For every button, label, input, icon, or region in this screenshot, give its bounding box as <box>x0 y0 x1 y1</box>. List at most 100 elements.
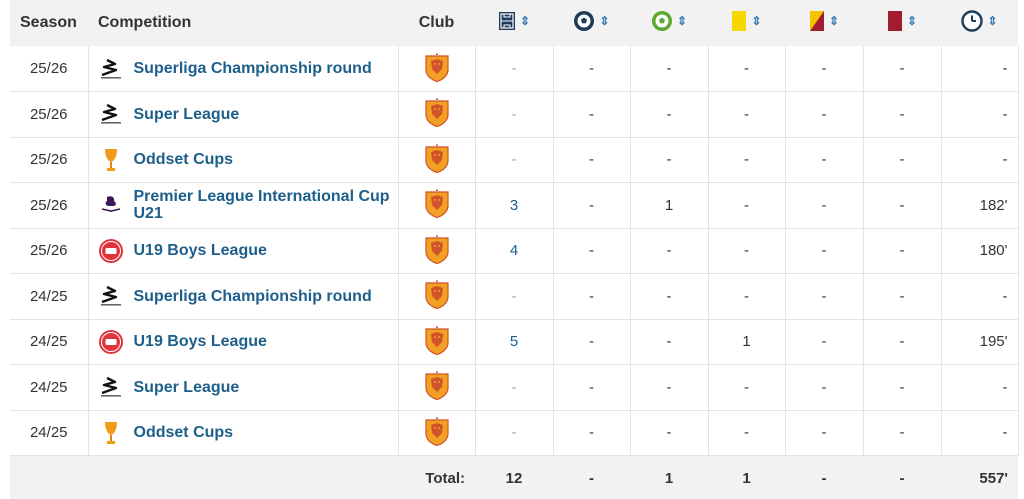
sort-icon: ⇕ <box>906 13 918 28</box>
table-row: 25/26 Superliga Championship round - - - - - -… <box>10 46 1019 92</box>
competition-cell: Oddset Cups <box>88 137 399 183</box>
competition-cell: U19 Boys League <box>88 319 399 365</box>
club-cell <box>398 182 476 229</box>
appearances-cell[interactable]: 3 <box>475 182 554 229</box>
club-crest-icon[interactable] <box>424 416 450 450</box>
yellow-cards-header[interactable]: ⇕ <box>708 0 785 46</box>
minutes-header[interactable]: ⇕ <box>941 0 1018 46</box>
competition-cell: Super League <box>88 364 399 411</box>
appearances-cell: - <box>475 46 554 92</box>
club-crest-icon[interactable] <box>424 234 450 268</box>
club-crest-icon[interactable] <box>424 52 450 86</box>
table-row: 25/26 Oddset Cups - - - - - - - <box>10 137 1019 183</box>
competition-link[interactable]: Superliga Championship round <box>133 287 372 305</box>
table-row: 24/25 Oddset Cups - - - - - - - <box>10 410 1019 456</box>
club-cell <box>398 91 476 138</box>
assists-cell: - <box>630 91 709 138</box>
minutes-cell: 182' <box>941 182 1019 229</box>
club-crest-icon[interactable] <box>424 279 450 313</box>
competition-link[interactable]: Premier League International Cup U21 <box>133 188 390 223</box>
second-yellow-header[interactable]: ⇕ <box>785 0 863 46</box>
assists-cell: - <box>630 273 709 320</box>
dbu-logo[interactable] <box>97 237 125 265</box>
second-yellow-cell: - <box>785 364 864 411</box>
table-row: 25/26 Super League - - - - - - - <box>10 91 1019 138</box>
assists-cell: 1 <box>630 182 709 229</box>
assists-header[interactable]: ⇕ <box>630 0 708 46</box>
cup-logo[interactable] <box>97 419 125 447</box>
competition-link[interactable]: Oddset Cups <box>133 151 234 169</box>
season-cell: 25/26 <box>10 182 89 229</box>
second-yellow-cell: - <box>785 137 864 183</box>
minutes-cell: 180' <box>941 228 1019 274</box>
club-crest-icon[interactable] <box>424 325 450 359</box>
dbu-logo[interactable] <box>97 328 125 356</box>
club-header: Club <box>398 0 475 46</box>
minutes-cell: - <box>941 91 1019 138</box>
red-cards-header[interactable]: ⇕ <box>863 0 941 46</box>
table-row: 24/25 Superliga Championship round - - - - - -… <box>10 273 1019 320</box>
goals-cell: - <box>553 228 631 274</box>
total-yellow-cards: 1 <box>708 455 785 499</box>
competition-link[interactable]: Superliga Championship round <box>133 60 372 77</box>
competition-cell: U19 Boys League <box>88 228 399 274</box>
sort-icon: ⇕ <box>599 13 610 28</box>
club-crest-icon[interactable] <box>424 188 450 222</box>
competition-cell: Oddset Cups <box>88 410 399 456</box>
goals-cell: - <box>553 91 631 138</box>
appearances-cell: - <box>475 273 554 320</box>
yellow-cards-cell: - <box>708 228 786 274</box>
goals-cell: - <box>553 273 631 320</box>
competition-header[interactable]: Competition <box>88 0 398 46</box>
red-cards-cell: - <box>863 364 942 411</box>
superliga-logo[interactable] <box>97 100 125 128</box>
header-row: Season Competition Club ⇕ ⇕ ⇕ ⇕ ⇕ <box>10 0 1018 46</box>
season-cell: 24/25 <box>10 319 89 365</box>
superliga-logo[interactable] <box>97 55 125 83</box>
sort-icon: ⇕ <box>828 13 840 28</box>
superliga-logo[interactable] <box>97 282 125 310</box>
superliga-logo[interactable] <box>97 373 125 401</box>
table-row: 24/25 U19 Boys League 5- -1- -195' <box>10 319 1019 365</box>
premier-league-logo[interactable] <box>97 191 125 219</box>
minutes-cell: - <box>941 137 1019 183</box>
second-yellow-icon <box>809 10 824 31</box>
cup-logo[interactable] <box>97 146 125 174</box>
minutes-cell: - <box>941 46 1019 92</box>
season-header[interactable]: Season <box>10 0 88 46</box>
assists-cell: - <box>630 228 709 274</box>
season-cell: 25/26 <box>10 228 89 274</box>
goals-header[interactable]: ⇕ <box>553 0 630 46</box>
total-assists: 1 <box>630 455 708 499</box>
second-yellow-cell: - <box>785 273 864 320</box>
competition-link[interactable]: Oddset Cups <box>133 424 234 442</box>
assists-cell: - <box>630 364 709 411</box>
season-cell: 24/25 <box>10 273 89 320</box>
club-crest-icon[interactable] <box>424 370 450 404</box>
goals-cell: - <box>553 364 631 411</box>
competition-cell: Superliga Championship round <box>88 46 399 92</box>
competition-cell: Superliga Championship round <box>88 273 399 320</box>
sort-icon: ⇕ <box>676 13 688 28</box>
table-row: 24/25 Super League - - - - - - - <box>10 364 1019 411</box>
club-cell <box>398 137 476 183</box>
assists-cell: - <box>630 319 709 365</box>
competition-link[interactable]: U19 Boys League <box>133 242 267 260</box>
second-yellow-cell: - <box>785 46 864 92</box>
competition-cell: Super League <box>88 91 399 138</box>
minutes-cell: 195' <box>941 319 1019 365</box>
minutes-cell: - <box>941 410 1019 456</box>
appearances-header[interactable]: ⇕ <box>475 0 553 46</box>
competition-link[interactable]: Super League <box>133 378 240 396</box>
club-cell <box>398 273 476 320</box>
appearances-icon <box>498 11 515 30</box>
club-crest-icon[interactable] <box>424 97 450 131</box>
club-crest-icon[interactable] <box>424 143 450 177</box>
appearances-cell[interactable]: 4 <box>475 228 554 274</box>
season-cell: 25/26 <box>10 46 89 92</box>
competition-link[interactable]: Super League <box>133 105 240 123</box>
total-label: Total: <box>10 455 475 499</box>
competition-link[interactable]: U19 Boys League <box>133 333 267 351</box>
assists-cell: - <box>630 410 709 456</box>
appearances-cell[interactable]: 5 <box>475 319 554 365</box>
